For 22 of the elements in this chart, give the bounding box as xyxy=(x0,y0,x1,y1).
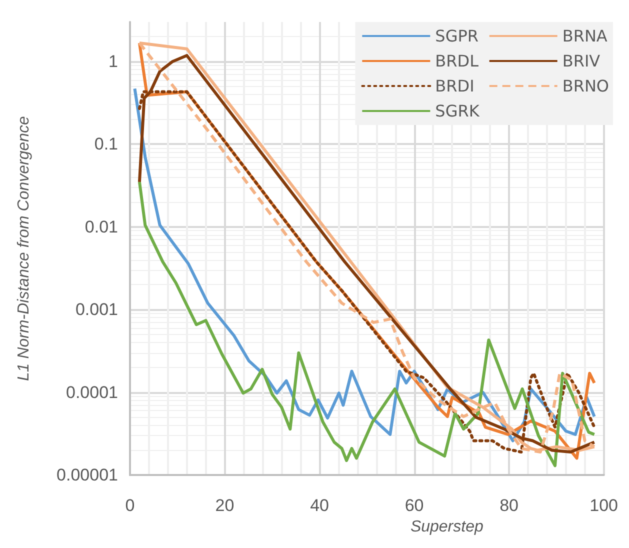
legend-label: BRIV xyxy=(562,52,600,70)
y-tick-label: 0.0001 xyxy=(66,382,118,402)
legend-label: BRDL xyxy=(435,52,479,70)
legend-label: SGRK xyxy=(435,102,480,120)
x-tick-label: 100 xyxy=(590,496,618,516)
x-tick-label: 40 xyxy=(310,496,329,516)
y-tick-label: 0.01 xyxy=(84,217,118,236)
y-tick-label: 1 xyxy=(108,52,118,71)
legend-label: BRDI xyxy=(435,76,474,96)
y-tick-label: 0.001 xyxy=(75,300,118,320)
x-tick-label: 0 xyxy=(125,496,135,516)
y-tick-label: 0.00001 xyxy=(56,466,118,485)
y-axis-title: L1 Norm-Distance from Convergence xyxy=(16,116,32,382)
legend-label: SGPR xyxy=(435,26,479,46)
x-tick-label: 20 xyxy=(215,496,234,516)
x-tick-label: 60 xyxy=(404,496,424,516)
legend-label: BRNA xyxy=(562,26,608,46)
y-tick-label: 0.1 xyxy=(94,134,118,154)
x-axis-title: Superstep xyxy=(410,518,484,536)
line-series xyxy=(138,180,596,468)
x-tick-label: 80 xyxy=(500,496,519,516)
legend-label: BRNO xyxy=(562,76,609,96)
